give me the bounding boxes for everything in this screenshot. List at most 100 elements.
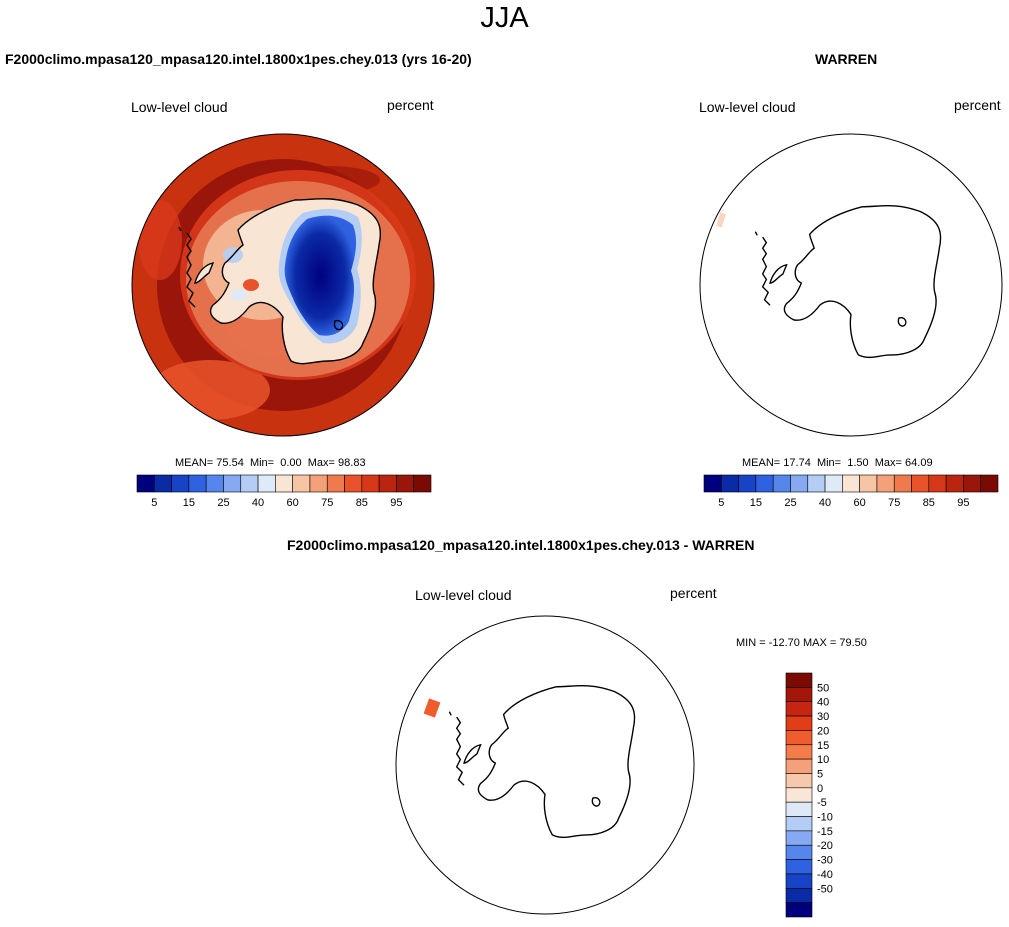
obs-colorbar-tick-label: 15 (750, 497, 762, 509)
obs-variable-label: Low-level cloud (699, 99, 796, 115)
obs-colorbar-color-box (963, 474, 982, 493)
obs-colorbar-color-box (859, 474, 878, 493)
model-max-value: 98.83 (338, 457, 366, 469)
diff-colorbar-tick-label: -20 (817, 840, 833, 852)
model-colorbar-color-box (240, 474, 259, 493)
diff-map (395, 615, 695, 915)
model-colorbar-color-box (378, 474, 397, 493)
model-colorbar-color-box (171, 474, 190, 493)
diff-colorbar-tick-label: 15 (817, 740, 829, 752)
model-colorbar-color-box (309, 474, 328, 493)
obs-colorbar-color-box (703, 474, 722, 493)
diff-colorbar-color-box (785, 672, 813, 688)
model-map (131, 133, 435, 437)
obs-colorbar-tick-label: 5 (718, 497, 724, 509)
obs-colorbar-color-box (807, 474, 826, 493)
model-colorbar-tick-label: 85 (356, 497, 368, 509)
model-colorbar-color-box (413, 474, 432, 493)
diff-colorbar-tick-label: -30 (817, 855, 833, 867)
diff-colorbar-color-box (785, 816, 813, 832)
diff-colorbar-tick-label: -40 (817, 869, 833, 881)
diff-panel-title: F2000climo.mpasa120_mpasa120.intel.1800x… (287, 537, 755, 553)
model-colorbar-color-box (361, 474, 380, 493)
diff-stats: MIN = -12.70 MAX = 79.50 (736, 637, 867, 649)
mean-label: MEAN= (742, 457, 781, 469)
diff-colorbar-color-box (785, 744, 813, 760)
diff-colorbar-tick-label: 5 (817, 768, 823, 780)
model-colorbar-color-box (257, 474, 276, 493)
model-colorbar-tick-label: 40 (252, 497, 264, 509)
diff-units-label: percent (670, 585, 717, 601)
diff-colorbar-tick-label: -10 (817, 812, 833, 824)
obs-colorbar-color-box (980, 474, 999, 493)
obs-colorbar-color-box (893, 474, 912, 493)
diff-colorbar-tick-label: 30 (817, 711, 829, 723)
obs-max-value: 64.09 (905, 457, 933, 469)
diff-variable-label: Low-level cloud (415, 587, 512, 603)
obs-stats: MEAN= 17.74 Min= 1.50 Max= 64.09 (742, 457, 933, 469)
diff-colorbar-color-box (785, 859, 813, 875)
diff-colorbar-color-box (785, 787, 813, 803)
diff-colorbar-color-box (785, 687, 813, 703)
max-label: Max= (307, 457, 335, 469)
diff-colorbar-color-box (785, 701, 813, 717)
obs-colorbar-color-box (842, 474, 860, 493)
diff-colorbar-color-box (785, 773, 813, 789)
obs-colorbar-tick-label: 85 (923, 497, 935, 509)
diff-colorbar-tick-label: 10 (817, 754, 829, 766)
diff-colorbar-tick-label: -50 (817, 883, 833, 895)
min-label: Min= (249, 457, 275, 469)
model-colorbar-color-box (223, 474, 242, 493)
model-stats: MEAN= 75.54 Min= 0.00 Max= 98.83 (175, 457, 366, 469)
model-colorbar-tick-label: 95 (390, 497, 402, 509)
obs-colorbar: 5 15 25 40 60 75 85 95 (703, 474, 999, 509)
obs-colorbar-color-box (720, 474, 739, 493)
model-colorbar-color-box (326, 474, 345, 493)
max-upper-label: MAX = (802, 637, 837, 649)
obs-colorbar-tick-label: 40 (819, 497, 831, 509)
model-min-value: 0.00 (280, 457, 302, 469)
model-colorbar-color-box (292, 474, 311, 493)
obs-colorbar-color-box (755, 474, 774, 493)
figure-title: JJA (480, 2, 529, 34)
model-panel-title: F2000climo.mpasa120_mpasa120.intel.1800x… (5, 51, 472, 67)
diff-colorbar-tick-label: 0 (817, 783, 823, 795)
model-colorbar: 5 15 25 40 60 75 85 95 (136, 474, 432, 509)
diff-colorbar-color-box (785, 902, 813, 918)
diff-colorbar-tick-label: -5 (817, 797, 827, 809)
diff-colorbar-color-box (785, 758, 813, 774)
diff-colorbar-color-box (785, 873, 813, 889)
diff-colorbar-tick-label: -15 (817, 826, 833, 838)
obs-colorbar-tick-label: 25 (784, 497, 796, 509)
model-colorbar-color-box (396, 474, 415, 493)
obs-colorbar-color-box (824, 474, 843, 493)
obs-panel-title: WARREN (815, 51, 878, 67)
model-colorbar-tick-label: 25 (217, 497, 229, 509)
obs-mean-value: 17.74 (783, 457, 811, 469)
obs-colorbar-tick-label: 60 (854, 497, 866, 509)
max-label: Max= (874, 457, 902, 469)
model-colorbar-tick-label: 60 (287, 497, 299, 509)
obs-colorbar-tick-label: 95 (957, 497, 969, 509)
diff-colorbar-tick-label: 50 (817, 682, 829, 694)
model-colorbar-tick-label: 5 (151, 497, 157, 509)
model-colorbar-color-box (153, 474, 172, 493)
obs-colorbar-tick-label: 75 (888, 497, 900, 509)
diff-colorbar-tick-label: 40 (817, 697, 829, 709)
obs-min-value: 1.50 (847, 457, 869, 469)
obs-colorbar-color-box (876, 474, 895, 493)
model-units-label: percent (387, 97, 434, 113)
mean-label: MEAN= (175, 457, 214, 469)
obs-colorbar-color-box (911, 474, 930, 493)
obs-colorbar-color-box (772, 474, 791, 493)
diff-colorbar-color-box (785, 801, 813, 817)
model-colorbar-tick-label: 75 (321, 497, 333, 509)
model-mean-value: 75.54 (216, 457, 244, 469)
model-colorbar-color-box (188, 474, 207, 493)
min-label: Min= (816, 457, 842, 469)
diff-colorbar-tick-label: 20 (817, 725, 829, 737)
obs-colorbar-color-box (790, 474, 809, 493)
model-colorbar-color-box (275, 474, 293, 493)
diff-colorbar-color-box (785, 730, 813, 746)
